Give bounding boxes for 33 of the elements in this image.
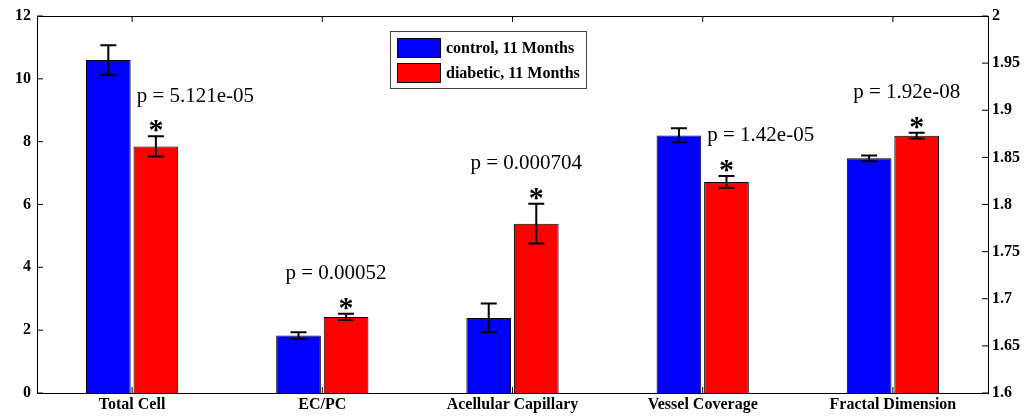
annotation: p = 0.000704: [470, 150, 583, 175]
y-tick-label: 12: [15, 6, 31, 24]
y2-tick-label: 1.8: [992, 194, 1012, 212]
y2-tick-label: 1.65: [992, 336, 1020, 354]
y-tick-label: 6: [23, 194, 31, 212]
data-label: *: [528, 179, 544, 213]
y-tick-label: 0: [23, 383, 31, 401]
annotation: p = 0.00052: [285, 260, 387, 285]
y2-tick-label: 2: [992, 6, 1000, 24]
x-tick-label: Acellular Capillary: [446, 394, 579, 413]
y-tick-label: 10: [15, 68, 31, 86]
data-label: *: [718, 151, 734, 185]
y-tick-label: 8: [23, 131, 31, 149]
y2-tick-label: 1.75: [992, 241, 1020, 259]
data-label: *: [909, 108, 925, 142]
x-tick-label: Fractal Dimension: [829, 394, 957, 412]
y2-tick-label: 1.85: [992, 147, 1020, 165]
data-label: *: [148, 112, 164, 146]
legend-label: control, 11 Months: [446, 38, 575, 57]
y2-tick-label: 1.6: [992, 383, 1012, 401]
x-tick-label: Total Cell: [98, 394, 166, 412]
legend-label: diabetic, 11 Months: [446, 63, 580, 82]
data-label: *: [338, 289, 354, 323]
x-tick-label: EC/PC: [298, 394, 347, 412]
y2-tick-label: 1.9: [992, 100, 1012, 118]
annotation: p = 5.121e-05: [136, 82, 255, 107]
y-tick-label: 2: [23, 320, 31, 338]
annotation: p = 1.92e-08: [853, 79, 961, 104]
y-tick-label: 4: [23, 257, 31, 275]
x-tick-label: Vessel Coverage: [647, 394, 758, 413]
y2-tick-label: 1.95: [992, 53, 1020, 71]
y2-tick-label: 1.7: [992, 288, 1012, 306]
annotation: p = 1.42e-05: [707, 122, 815, 147]
